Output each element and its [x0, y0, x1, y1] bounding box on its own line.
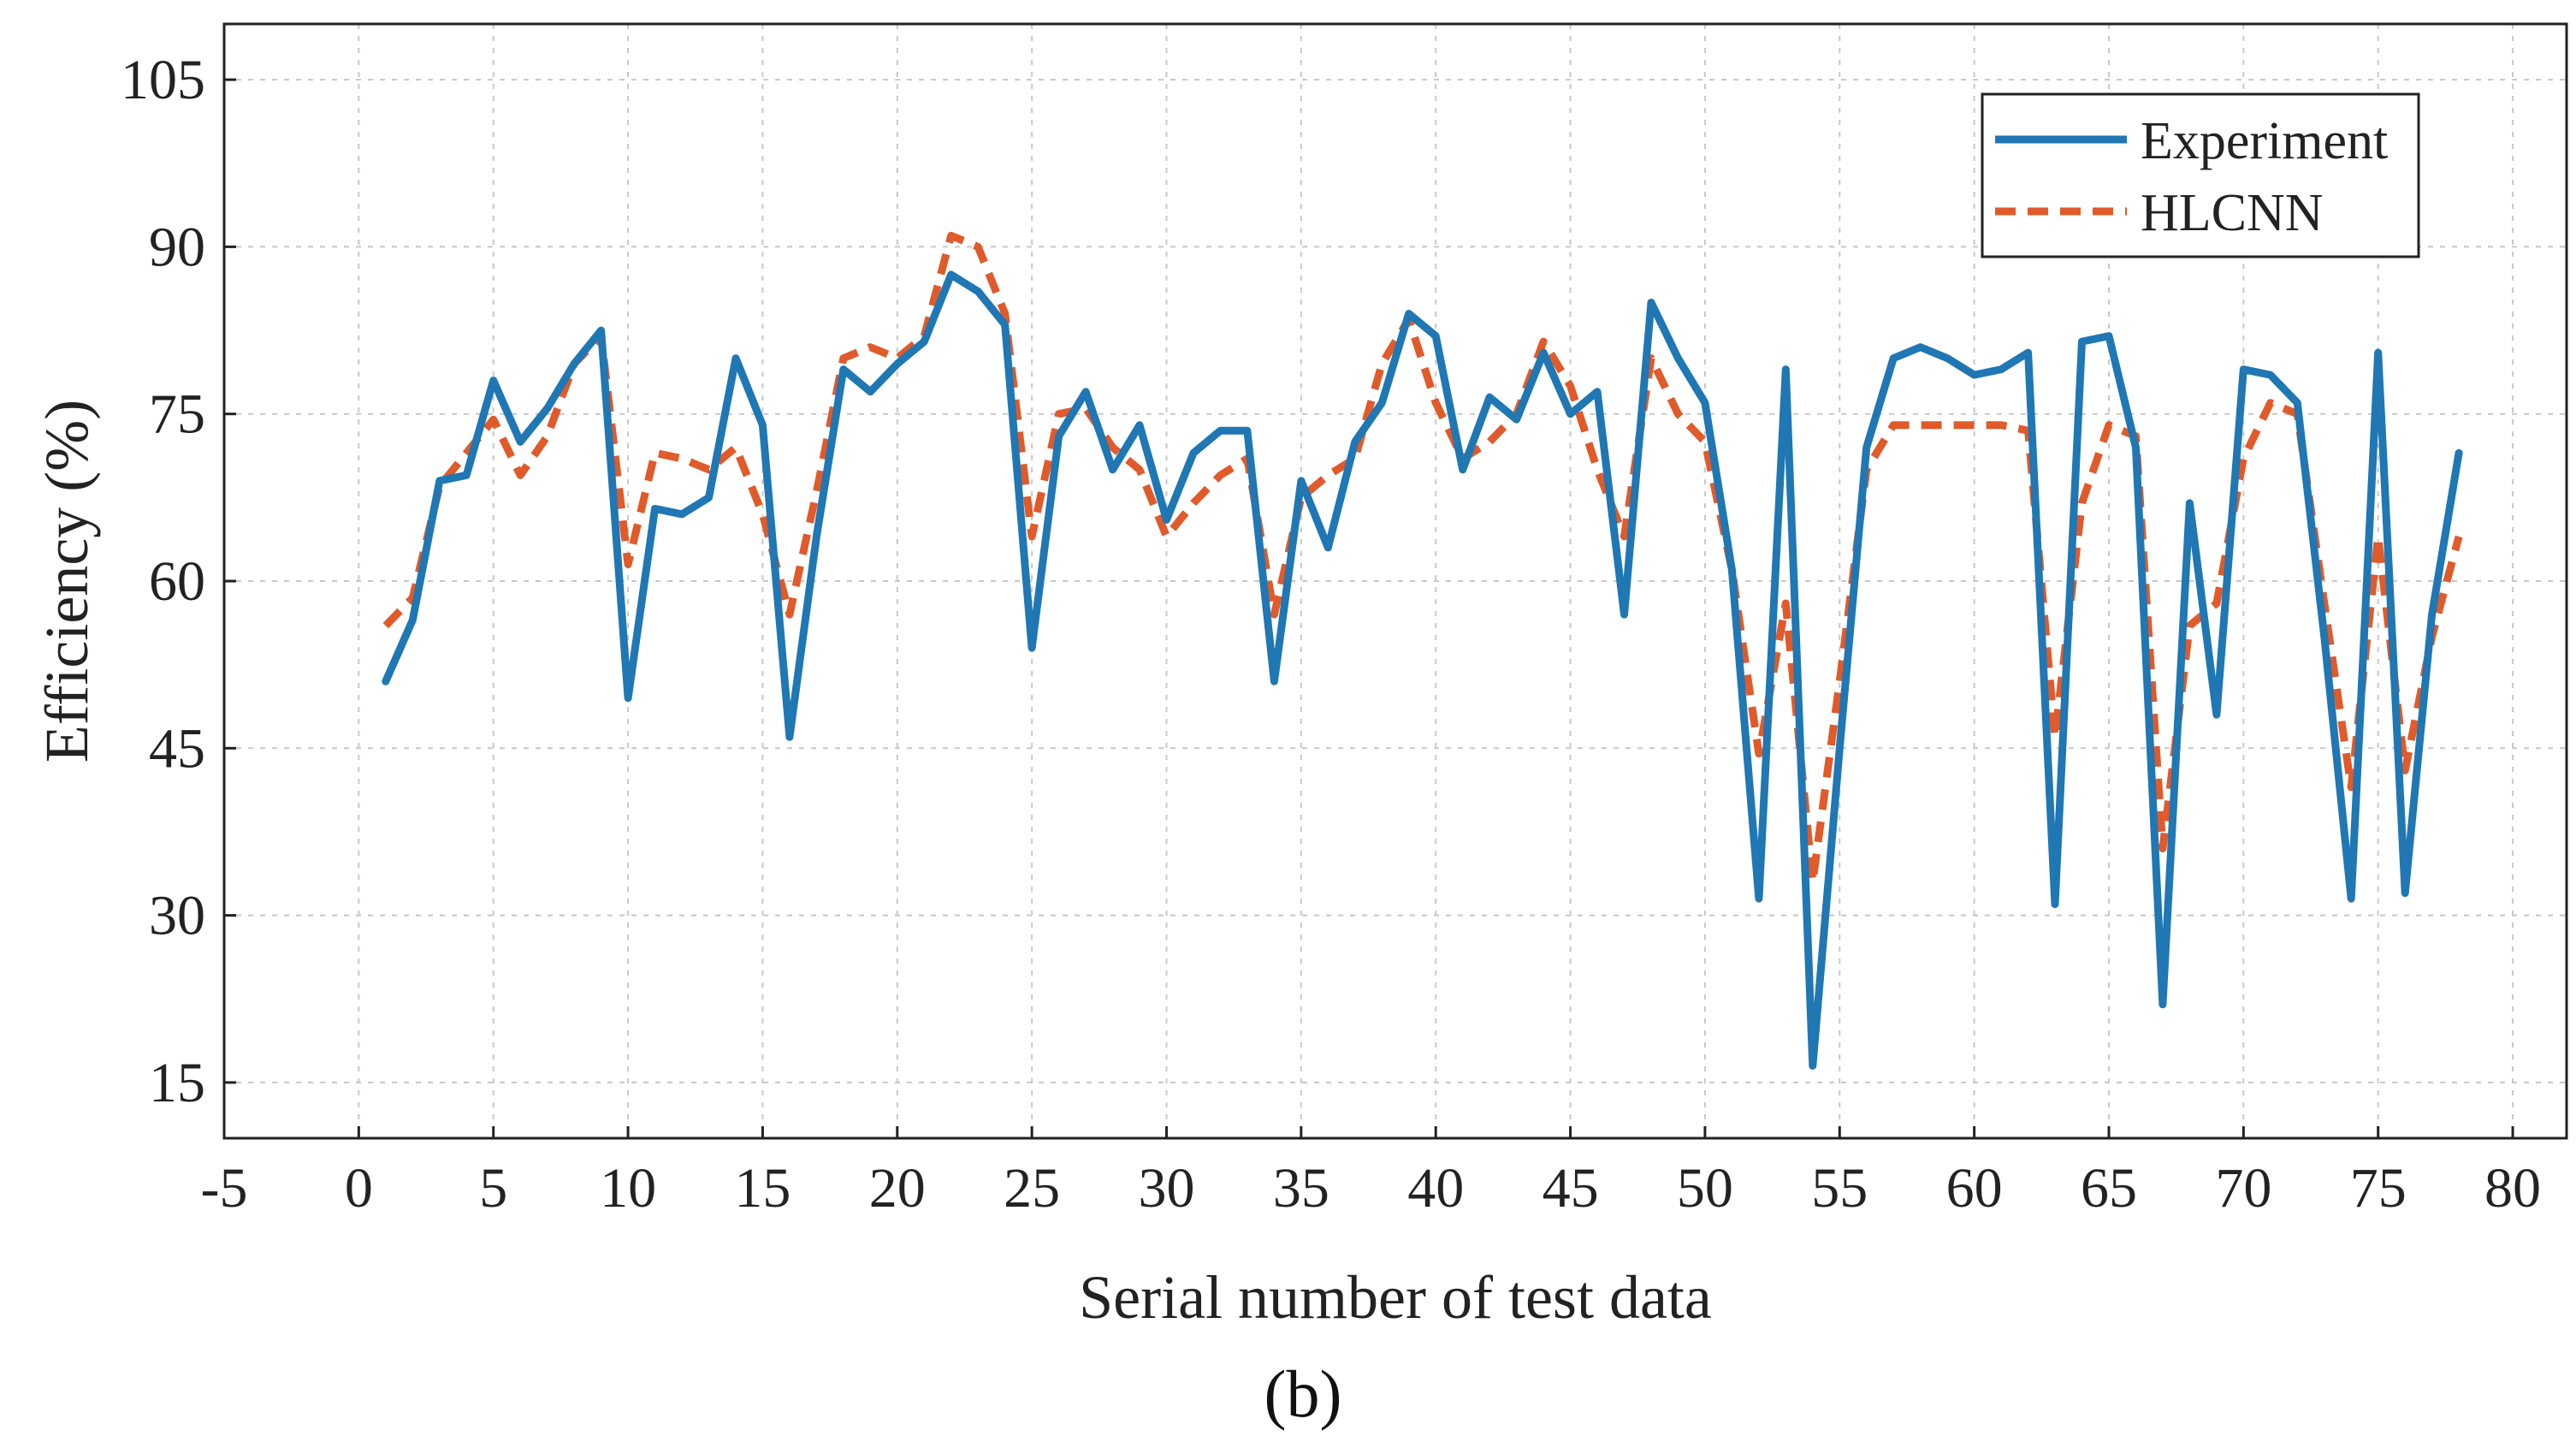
- y-tick-label: 45: [149, 717, 205, 780]
- x-tick-label: 75: [2350, 1157, 2407, 1220]
- x-tick-label: 5: [479, 1157, 507, 1220]
- axis-ticks: -5 0 5 10 15 20 25 30 35 40 45 50 55 60 65 70 75 80 15 30 45…: [121, 49, 2541, 1220]
- y-tick-label: 60: [149, 550, 205, 613]
- x-tick-label: 25: [1004, 1157, 1060, 1220]
- series-line-experiment: [382, 270, 2463, 1070]
- x-tick-label: 70: [2215, 1157, 2271, 1220]
- legend-label-experiment: Experiment: [2141, 112, 2388, 170]
- x-tick-label: 80: [2484, 1157, 2541, 1220]
- x-tick-label: 40: [1407, 1157, 1464, 1220]
- legend-box: [1981, 92, 2420, 258]
- y-tick-label: 15: [149, 1052, 205, 1114]
- x-tick-label: 20: [869, 1157, 926, 1220]
- y-tick-label: 30: [149, 885, 205, 947]
- x-tick-label: 65: [2081, 1157, 2137, 1220]
- series-lines: [382, 231, 2463, 1070]
- series-line-hlcnn: [382, 231, 2463, 886]
- legend-label-hlcnn: HLCNN: [2141, 184, 2324, 242]
- figure-caption: (b): [1264, 1356, 1342, 1431]
- x-tick-label: -5: [201, 1157, 248, 1220]
- legend: Experiment HLCNN: [1981, 92, 2420, 258]
- x-tick-label: 30: [1138, 1157, 1194, 1220]
- x-tick-label: 60: [1946, 1157, 2003, 1220]
- x-tick-label: 0: [345, 1157, 373, 1220]
- x-tick-label: 15: [734, 1157, 791, 1220]
- x-tick-label: 50: [1677, 1157, 1733, 1220]
- y-tick-label: 75: [149, 383, 205, 446]
- x-axis-title: Serial number of test data: [1079, 1263, 1712, 1332]
- x-tick-label: 45: [1543, 1157, 1599, 1220]
- y-tick-label: 105: [121, 49, 205, 111]
- y-axis-title: Efficiency (%): [33, 400, 101, 763]
- x-tick-label: 35: [1273, 1157, 1329, 1220]
- x-tick-label: 10: [600, 1157, 656, 1220]
- y-tick-label: 90: [149, 216, 205, 278]
- x-tick-label: 55: [1811, 1157, 1868, 1220]
